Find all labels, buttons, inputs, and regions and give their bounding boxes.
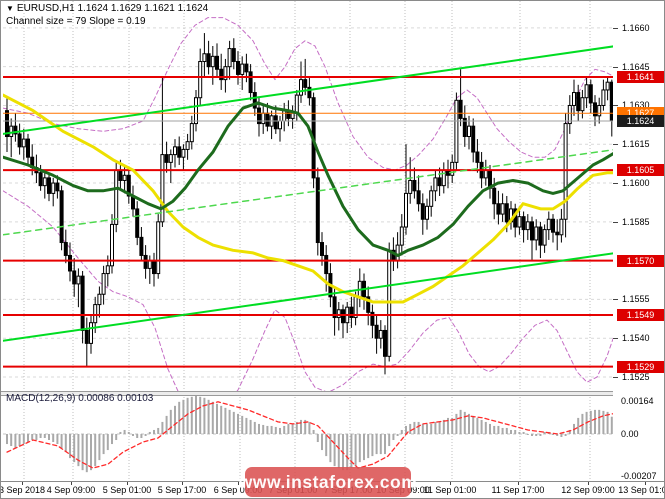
price-tick-mark bbox=[613, 183, 618, 185]
macd-values: 0.00086 0.00103 bbox=[78, 393, 154, 404]
time-axis-label: 5 Sep 17:00 bbox=[157, 485, 207, 495]
symbol-ohlc-text: EURUSD,H1 1.1624 1.1629 1.1621 1.1624 bbox=[16, 3, 209, 14]
price-tick-label: 1.1600 bbox=[622, 178, 650, 189]
symbol-dropdown-icon: ▼ bbox=[6, 4, 14, 13]
price-tick-mark bbox=[613, 221, 618, 223]
price-level-badge: 1.1549 bbox=[617, 308, 664, 321]
price-tick-mark bbox=[613, 27, 618, 29]
macd-indicator-pane[interactable] bbox=[3, 394, 613, 481]
price-level-badge: 1.1624 bbox=[617, 114, 664, 127]
price-tick-mark bbox=[613, 66, 618, 68]
price-tick-mark bbox=[613, 144, 618, 146]
time-axis-label: 11 Sep 01:00 bbox=[423, 485, 477, 495]
time-tick-mark bbox=[127, 482, 128, 485]
price-tick-label: 1.1645 bbox=[622, 61, 650, 72]
price-tick-mark bbox=[613, 377, 618, 378]
price-tick-mark bbox=[613, 105, 618, 107]
price-level-badge: 1.1641 bbox=[617, 71, 664, 84]
watermark-text: www.instaforex.com bbox=[238, 471, 418, 492]
price-level-badge: 1.1605 bbox=[617, 164, 664, 177]
price-tick-label: 1.1585 bbox=[622, 216, 650, 227]
time-tick-mark bbox=[450, 482, 451, 485]
time-axis-label: 4 Sep 09:00 bbox=[46, 485, 96, 495]
time-axis-label: 5 Sep 01:00 bbox=[102, 485, 152, 495]
price-tick-label: 1.1525 bbox=[622, 372, 650, 382]
price-tick-label: 1.1555 bbox=[622, 294, 650, 305]
pane-separator[interactable] bbox=[1, 391, 613, 396]
price-tick-label: 1.1540 bbox=[622, 333, 650, 344]
time-tick-mark bbox=[71, 482, 72, 485]
price-tick-label: 1.1630 bbox=[622, 100, 650, 111]
chart-legend: ▼ EURUSD,H1 1.1624 1.1629 1.1621 1.1624 bbox=[6, 3, 208, 14]
price-tick-label: 1.1660 bbox=[622, 22, 650, 33]
macd-name: MACD(12,26,9) bbox=[6, 393, 76, 404]
price-tick-label: 1.1615 bbox=[622, 139, 650, 150]
time-tick-mark bbox=[22, 482, 23, 485]
channel-info-text: Channel size = 79 Slope = 0.19 bbox=[6, 16, 146, 27]
price-axis[interactable]: 1.1660 1.1645 1.1641 1.1630 1.1627 1.1624 1.16… bbox=[613, 1, 664, 481]
time-tick-mark bbox=[238, 482, 239, 485]
macd-axis-label: -0.00207 bbox=[621, 470, 657, 481]
price-level-badge: 1.1570 bbox=[617, 254, 664, 267]
price-level-badge: 1.1529 bbox=[617, 360, 664, 373]
time-tick-mark bbox=[518, 482, 519, 485]
time-tick-mark bbox=[182, 482, 183, 485]
time-tick-mark bbox=[588, 482, 589, 485]
macd-axis-label: 0.00164 bbox=[621, 396, 654, 407]
time-axis-label: 3 Sep 2018 bbox=[0, 485, 46, 495]
time-tick-mark bbox=[645, 482, 646, 485]
price-tick-mark bbox=[613, 338, 618, 340]
macd-axis-label: 0.00 bbox=[621, 428, 639, 439]
time-axis-label: 11 Sep 17:00 bbox=[491, 485, 545, 495]
instaforex-watermark: www.instaforex.com bbox=[239, 467, 417, 497]
time-axis-label: 12 Sep 09:00 bbox=[561, 485, 615, 495]
time-axis-label: 6 Sep 09:00 bbox=[213, 485, 263, 495]
price-chart-pane[interactable] bbox=[3, 1, 613, 392]
price-tick-mark bbox=[613, 299, 618, 301]
time-axis-label: 13 Sep 01:00 bbox=[618, 485, 664, 495]
macd-label: MACD(12,26,9) 0.00086 0.00103 bbox=[6, 393, 153, 404]
